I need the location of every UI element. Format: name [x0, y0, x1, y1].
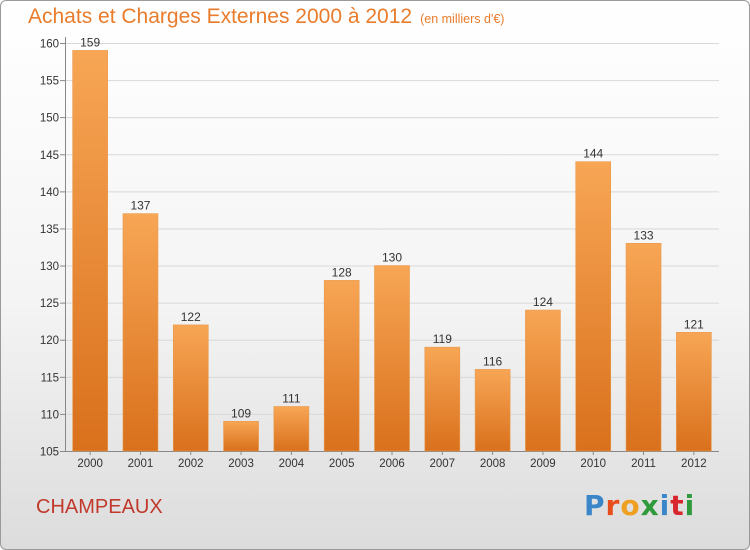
- y-tick-label: 140: [40, 187, 59, 199]
- x-tick-label: 2000: [77, 458, 103, 470]
- y-tick-label: 125: [40, 298, 59, 310]
- data-label: 144: [583, 147, 603, 161]
- logo-letter: i: [684, 489, 696, 522]
- bar: [625, 242, 662, 452]
- labels: 105 110 115 120 125 130 135 140 145 150 155 160 159 2…: [40, 35, 707, 470]
- y-tick-label: 155: [40, 76, 59, 88]
- data-label: 137: [130, 199, 150, 213]
- chart-subtitle: (en milliers d'€): [420, 12, 505, 26]
- bar: [676, 332, 712, 452]
- bar: [575, 161, 612, 452]
- logo-letter: r: [605, 489, 621, 522]
- bar: [223, 421, 259, 452]
- y-tick-label: 150: [40, 113, 59, 125]
- x-tick-label: 2002: [178, 458, 204, 470]
- y-tick-label: 110: [41, 409, 59, 421]
- bar: [122, 213, 159, 452]
- data-label: 133: [634, 228, 654, 242]
- data-label: 109: [231, 406, 251, 420]
- data-label: 116: [483, 354, 502, 368]
- x-tick-label: 2006: [379, 458, 405, 470]
- bar: [474, 369, 511, 452]
- x-tick-label: 2001: [128, 458, 154, 470]
- x-tick-label: 2009: [530, 458, 556, 470]
- logo-letter: P: [584, 489, 606, 522]
- x-tick-label: 2010: [580, 458, 606, 470]
- y-tick-label: 135: [40, 224, 59, 236]
- bar: [323, 280, 360, 452]
- y-tick-label: 120: [40, 335, 59, 347]
- logo-letter: i: [659, 489, 671, 522]
- y-tick-label: 130: [40, 261, 59, 273]
- data-label: 111: [282, 391, 301, 405]
- bar: [424, 346, 461, 452]
- bar: [525, 309, 561, 452]
- proxiti-logo[interactable]: Proxiti: [584, 489, 695, 522]
- bars: [72, 50, 712, 452]
- y-tick-label: 145: [40, 150, 59, 162]
- data-label: 159: [80, 35, 100, 49]
- chart-title-text: Achats et Charges Externes 2000 à 2012: [28, 5, 413, 28]
- data-label: 121: [684, 317, 704, 331]
- x-tick-label: 2008: [480, 458, 506, 470]
- data-label: 122: [181, 310, 201, 324]
- x-tick-label: 2003: [228, 458, 254, 470]
- location-name: CHAMPEAUX: [36, 496, 163, 518]
- x-tick-label: 2004: [279, 458, 305, 470]
- logo-letter: t: [670, 489, 685, 522]
- data-label: 119: [433, 332, 452, 346]
- data-label: 124: [533, 295, 553, 309]
- bar: [72, 50, 108, 452]
- y-tick-label: 160: [40, 39, 59, 51]
- x-tick-label: 2011: [631, 458, 656, 470]
- x-tick-label: 2005: [329, 458, 355, 470]
- chart-title: Achats et Charges Externes 2000 à 2012 (e…: [28, 5, 504, 29]
- logo-letter: o: [620, 489, 641, 522]
- data-label: 128: [332, 265, 352, 279]
- data-label: 130: [382, 251, 402, 265]
- bar: [273, 406, 310, 452]
- bar: [172, 324, 209, 452]
- x-tick-label: 2012: [681, 458, 707, 470]
- x-tick-label: 2007: [430, 458, 456, 470]
- y-tick-label: 105: [40, 447, 59, 459]
- bar: [374, 265, 410, 452]
- y-tick-label: 115: [41, 372, 59, 384]
- logo-letter: x: [640, 489, 660, 522]
